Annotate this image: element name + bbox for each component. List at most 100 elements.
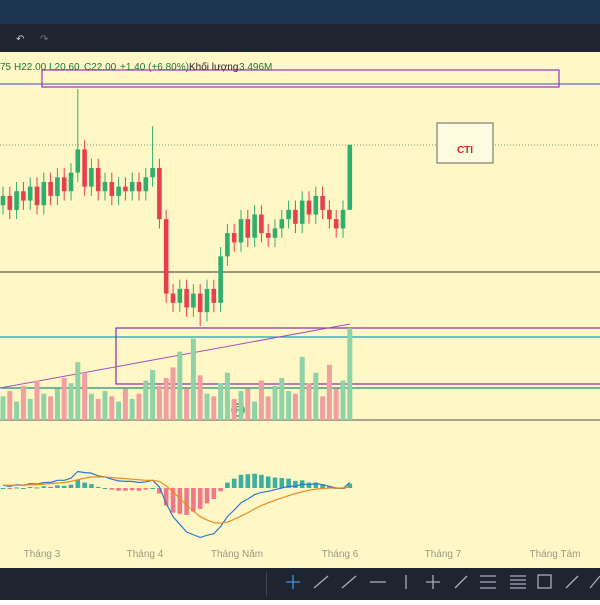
undo-button[interactable]: ↶	[16, 34, 24, 45]
month-label: Tháng 7	[425, 549, 462, 560]
candle-body	[34, 186, 40, 206]
candle-body	[177, 288, 183, 303]
macd-histogram-bar	[55, 485, 60, 488]
volume-value: 3.496M	[239, 62, 272, 73]
volume-bar	[109, 396, 115, 420]
more-tool[interactable]	[589, 575, 600, 589]
candle-body	[259, 214, 264, 234]
volume-bar	[122, 388, 128, 420]
cross-line-tool[interactable]	[426, 575, 440, 589]
candle-body	[109, 181, 115, 196]
volume-bar	[340, 380, 346, 420]
month-label: Tháng Năm	[211, 549, 263, 560]
volume-bar	[238, 391, 244, 420]
volume-bar	[190, 338, 196, 420]
candle-body	[14, 191, 19, 210]
macd-histogram-bar	[27, 486, 33, 488]
gann-tool[interactable]	[510, 575, 526, 589]
candle-body	[347, 144, 353, 210]
macd-histogram-bar	[259, 474, 264, 488]
volume-bar	[231, 398, 237, 420]
candle-body	[211, 288, 217, 303]
crosshair-tool[interactable]	[286, 575, 300, 589]
macd-histogram-bar	[211, 488, 217, 499]
candle-body	[238, 219, 244, 243]
macd-histogram-bar	[102, 488, 108, 489]
candle-body	[150, 168, 155, 178]
volume-bar	[136, 393, 142, 420]
macd-histogram-bar	[34, 487, 40, 489]
ohlc-open: 75	[0, 62, 12, 73]
macd-histogram-bar	[245, 474, 251, 488]
trend-line	[0, 323, 351, 389]
toolbar	[0, 24, 600, 52]
volume-bar	[170, 367, 176, 420]
volume-bar	[82, 372, 88, 420]
volume-bar	[292, 393, 298, 420]
separator	[266, 572, 267, 596]
macd-line	[2, 470, 351, 539]
volume-bar	[306, 383, 312, 420]
volume-bar	[279, 377, 285, 420]
macd-histogram-bar	[265, 476, 271, 488]
volume-bar	[150, 370, 156, 420]
candle-body	[265, 233, 271, 238]
candle-body	[41, 181, 47, 206]
candle-body	[252, 214, 257, 238]
month-label: Tháng Tám	[530, 549, 581, 560]
volume-bar	[34, 380, 40, 420]
volume-bar	[252, 401, 258, 420]
volume-bar	[156, 385, 162, 420]
macd-histogram-bar	[41, 486, 47, 488]
macd-histogram-bar	[293, 480, 298, 488]
macd-histogram-bar	[61, 485, 67, 488]
volume-bar	[102, 391, 108, 420]
volume-bar	[224, 372, 230, 420]
volume-bar	[54, 388, 60, 420]
macd-histogram-bar	[0, 488, 6, 489]
volume-bar	[272, 385, 278, 420]
candle-body	[21, 191, 26, 201]
volume-bar	[88, 393, 94, 420]
macd-histogram-bar	[327, 486, 332, 488]
macd-histogram-bar	[197, 488, 203, 509]
candle-body	[75, 149, 81, 173]
macd-histogram-bar	[21, 488, 26, 489]
volume-bar	[75, 362, 81, 420]
annotation-box	[115, 327, 600, 385]
annotation-box	[41, 69, 560, 88]
candle-body	[313, 195, 319, 215]
macd-histogram-bar	[163, 488, 169, 506]
macd-histogram-bar	[48, 486, 53, 488]
brush-tool[interactable]	[565, 575, 579, 589]
volume-bar	[299, 356, 305, 420]
macd-histogram-bar	[14, 487, 19, 489]
candle-body	[82, 149, 87, 187]
macd-histogram-bar	[204, 488, 210, 504]
candle-body	[7, 195, 13, 210]
candle-body	[0, 195, 6, 206]
candle-body	[218, 256, 223, 303]
macd-histogram-bar	[191, 488, 196, 512]
ray-tool[interactable]	[341, 575, 357, 589]
candle-body	[27, 186, 33, 201]
candle-body	[245, 219, 251, 238]
symbol: CTI	[457, 145, 473, 156]
candle-body	[129, 181, 135, 192]
fib-tool[interactable]	[480, 575, 496, 589]
redo-button[interactable]: ↷	[40, 34, 49, 45]
ohlc-close: C22.00	[84, 62, 117, 73]
rect-tool[interactable]	[537, 574, 552, 589]
volume-bar	[184, 388, 190, 420]
volume-bar	[41, 393, 47, 420]
volume-bar	[177, 351, 183, 420]
candle-body	[272, 228, 278, 238]
candle-body	[136, 181, 142, 192]
volume-bar	[258, 380, 264, 420]
candle-body	[157, 168, 162, 220]
volume-bar	[347, 328, 353, 420]
volume-bar	[286, 391, 292, 420]
trendline-tool[interactable]	[313, 575, 329, 589]
channel-tool[interactable]	[454, 575, 468, 589]
